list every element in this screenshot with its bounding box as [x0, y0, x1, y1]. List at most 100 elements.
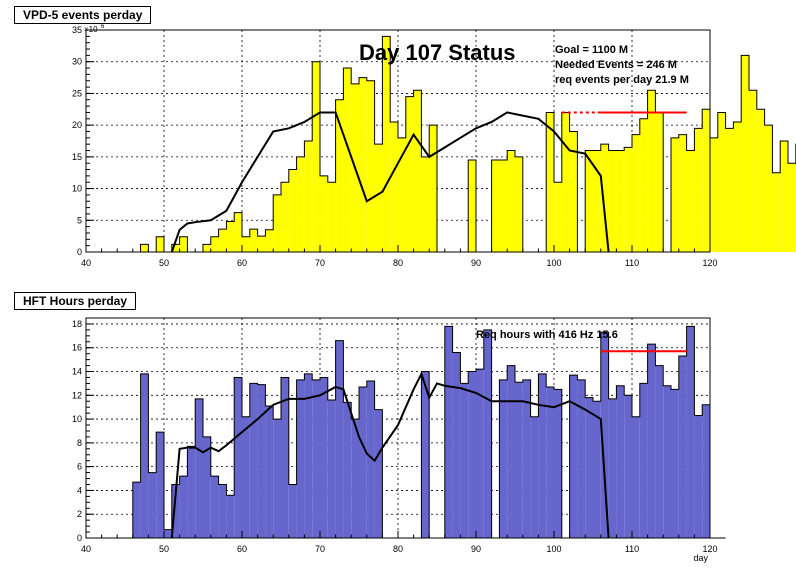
- histogram-bar: [226, 495, 235, 538]
- y-tick-label: 2: [77, 509, 82, 519]
- histogram-bar: [242, 236, 250, 252]
- histogram-bar: [600, 144, 609, 252]
- histogram-bar: [366, 80, 375, 252]
- y-tick-label: 0: [77, 247, 82, 257]
- histogram-bar: [741, 55, 749, 252]
- running-average-line: [170, 371, 610, 539]
- histogram-bar: [647, 344, 656, 538]
- histogram-bar: [203, 436, 211, 538]
- y-exponent-label: ×10: [84, 25, 98, 34]
- histogram-bar: [686, 150, 695, 252]
- histogram-bar: [382, 36, 391, 252]
- y-tick-label: 5: [77, 215, 82, 225]
- histogram-bar: [663, 385, 671, 538]
- histogram-bar: [608, 398, 617, 538]
- histogram-bar: [320, 377, 328, 538]
- histogram-outline: [125, 35, 796, 253]
- histogram-bar: [507, 150, 515, 252]
- histogram-bar: [413, 90, 422, 252]
- y-tick-label: 16: [72, 343, 82, 353]
- histogram-bar: [710, 137, 718, 252]
- histogram-bar: [296, 156, 305, 252]
- histogram-bar: [538, 373, 547, 538]
- annotation-text: req events per day 21.9 M: [555, 74, 689, 86]
- histogram-bar: [702, 404, 710, 538]
- x-tick-label: 60: [237, 258, 247, 268]
- histogram-bar: [554, 182, 562, 252]
- y-tick-label: 35: [72, 25, 82, 35]
- histogram-bar: [351, 419, 359, 538]
- histogram-bar: [359, 77, 367, 252]
- histogram-bar: [179, 236, 188, 252]
- x-tick-label: 100: [546, 544, 561, 554]
- histogram-bar: [421, 156, 430, 252]
- status-title: Day 107 Status: [359, 40, 516, 65]
- x-tick-label: 70: [315, 544, 325, 554]
- histogram-bar: [655, 112, 664, 252]
- y-tick-label: 4: [77, 485, 82, 495]
- histogram-bar: [210, 476, 219, 538]
- histogram-bar: [624, 395, 632, 538]
- histogram-bar: [530, 416, 539, 538]
- histogram-bar: [343, 402, 352, 538]
- histogram-bar: [234, 377, 242, 538]
- histogram-bar: [725, 128, 734, 252]
- histogram-bar: [585, 150, 593, 252]
- histogram-bar: [507, 365, 515, 538]
- histogram-bar: [164, 529, 172, 538]
- histogram-bar: [140, 244, 149, 252]
- histogram-bar: [616, 150, 625, 252]
- histogram-bar: [234, 212, 242, 252]
- histogram-bar: [304, 373, 313, 538]
- x-tick-label: 120: [702, 544, 717, 554]
- histogram-bar: [499, 160, 508, 252]
- y-tick-label: 10: [72, 414, 82, 424]
- histogram-bar: [335, 340, 344, 538]
- histogram-bar: [265, 229, 274, 252]
- histogram-bar: [249, 383, 258, 538]
- y-tick-label: 30: [72, 57, 82, 67]
- histogram-bar: [210, 236, 219, 252]
- histogram-bar: [522, 379, 531, 538]
- histogram-bar: [179, 476, 188, 538]
- histogram-bar: [616, 385, 625, 538]
- histogram-bar: [569, 375, 578, 538]
- histogram-bar: [335, 99, 344, 253]
- histogram-bar: [366, 381, 375, 538]
- histogram-bar: [304, 141, 313, 252]
- histogram-bar: [468, 160, 476, 252]
- histogram-bar: [195, 398, 203, 538]
- histogram-bar: [546, 386, 554, 538]
- histogram-bar: [561, 112, 570, 252]
- histogram-bar: [171, 484, 180, 538]
- histogram-bar: [249, 229, 258, 252]
- histogram-bar: [327, 400, 336, 538]
- histogram-bar: [273, 194, 281, 252]
- histogram-bar: [296, 379, 305, 538]
- histogram-bar: [702, 109, 710, 253]
- y-tick-label: 15: [72, 152, 82, 162]
- histogram-bar: [273, 419, 281, 538]
- histogram-bar: [515, 156, 523, 252]
- histogram-bar: [678, 356, 687, 538]
- x-axis-label: day: [693, 553, 708, 563]
- histogram-bar: [468, 371, 476, 538]
- annotation-text: Goal = 1100 M: [555, 44, 628, 56]
- y-tick-label: 25: [72, 88, 82, 98]
- histogram-bar: [671, 137, 679, 252]
- y-tick-label: 18: [72, 319, 82, 329]
- histogram-bar: [671, 389, 679, 538]
- x-tick-label: 100: [546, 258, 561, 268]
- histogram-bar: [694, 415, 703, 538]
- histogram-bar: [444, 326, 453, 538]
- histogram-bar: [390, 121, 398, 252]
- histogram-bar: [655, 365, 664, 538]
- histogram-bar: [593, 150, 601, 252]
- histogram-bar: [639, 118, 648, 252]
- x-tick-label: 90: [471, 544, 481, 554]
- histogram-bar: [678, 134, 687, 252]
- y-exponent-power: 6: [101, 24, 105, 30]
- running-average-line: [170, 111, 610, 253]
- histogram-bar: [132, 482, 141, 538]
